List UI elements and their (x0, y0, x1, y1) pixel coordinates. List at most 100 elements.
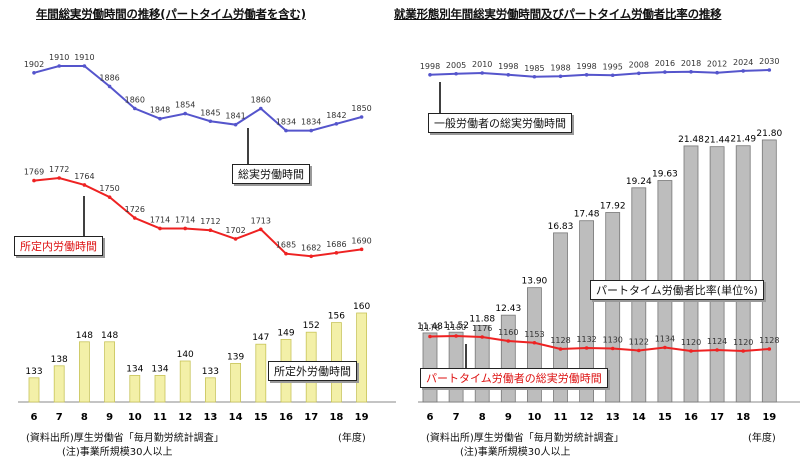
total-hours-point-label: 1902 (24, 60, 44, 69)
part-hours-point (637, 348, 641, 353)
part-ratio-bar-label: 13.90 (522, 277, 548, 287)
part-hours-point-label: 1160 (498, 328, 518, 337)
left-overtime-hours-callout: 所定外労働時間 (268, 361, 357, 381)
scheduled-hours-point (359, 247, 364, 252)
overtime-bar-label: 160 (353, 302, 370, 312)
left-x-tick-label: 8 (81, 412, 88, 423)
total-hours-point (183, 111, 187, 116)
total-hours-point-label: 1848 (150, 106, 170, 115)
total-hours-point-label: 1886 (99, 73, 119, 82)
right-x-tick-label: 12 (580, 412, 594, 423)
total-hours-point-label: 1842 (326, 111, 346, 120)
left-chart-title: 年間総実労働時間の推移(パートタイム労働者を含む) (36, 7, 306, 21)
general-hours-point-label: 2005 (446, 61, 466, 70)
part-hours-point-label: 1128 (550, 336, 570, 345)
general-hours-point (767, 68, 772, 72)
scheduled-hours-point (158, 226, 162, 231)
overtime-bar (104, 341, 115, 403)
right-x-tick-label: 9 (505, 412, 512, 423)
general-hours-line (429, 69, 770, 78)
scheduled-hours-point (259, 227, 263, 232)
general-hours-point-label: 1985 (524, 64, 544, 73)
right-source-line1: (資料出所)厚生労働省「毎月勤労統計調査」 (426, 433, 624, 444)
part-hours-point-label: 1132 (576, 335, 596, 344)
part-ratio-bar-label: 11.52 (443, 321, 469, 331)
scheduled-hours-point (57, 176, 61, 180)
general-hours-point (663, 70, 667, 74)
part-ratio-bar-label: 11.88 (469, 314, 495, 324)
left-x-tick-label: 11 (153, 412, 167, 423)
right-x-tick-label: 18 (736, 412, 750, 423)
general-hours-point (637, 71, 641, 76)
general-hours-point-label: 2024 (733, 58, 753, 67)
general-hours-point-label: 1988 (550, 63, 570, 72)
total-hours-point (158, 116, 162, 121)
general-hours-point (558, 74, 563, 79)
part-ratio-bar-label: 21.49 (730, 135, 756, 145)
overtime-bar-label: 133 (25, 367, 42, 377)
left-x-tick-label: 9 (106, 412, 113, 423)
part-hours-point (715, 348, 719, 352)
scheduled-hours-point-label: 1769 (24, 168, 44, 177)
total-hours-point (334, 122, 339, 126)
general-hours-point-label: 2018 (681, 59, 701, 68)
overtime-bar-label: 138 (51, 355, 68, 365)
part-hours-point (663, 345, 667, 350)
left-scheduled-hours-callout: 所定内労働時間 (14, 236, 103, 256)
scheduled-hours-point (284, 251, 288, 256)
left-x-tick-label: 17 (304, 412, 318, 423)
scheduled-hours-point-label: 1690 (351, 236, 371, 245)
scheduled-hours-point-label: 1750 (99, 184, 119, 193)
part-hours-point (584, 346, 589, 350)
scheduled-hours-point (133, 216, 137, 220)
part-ratio-bar (735, 145, 751, 403)
overtime-bar-label: 152 (303, 321, 320, 331)
right-x-tick-label: 15 (658, 412, 672, 423)
scheduled-hours-point (334, 251, 339, 255)
scheduled-hours-point (233, 237, 238, 241)
overtime-bar (179, 360, 191, 403)
part-hours-point (741, 349, 745, 353)
scheduled-hours-point-label: 1714 (150, 215, 170, 224)
overtime-bar (79, 341, 90, 403)
part-hours-point (428, 334, 432, 339)
overtime-bar (204, 377, 216, 403)
left-x-tick-label: 12 (178, 412, 192, 423)
part-ratio-bar (683, 145, 699, 403)
total-hours-point (233, 122, 238, 127)
overtime-bar (154, 374, 166, 403)
general-hours-point-label: 1998 (576, 62, 596, 71)
total-hours-point (259, 106, 263, 111)
part-ratio-bar-label: 21.48 (678, 135, 704, 145)
left-x-tick-label: 6 (31, 412, 38, 423)
part-hours-point (610, 346, 615, 351)
right-part-ratio-callout: パートタイム労働者比率(単位%) (590, 280, 764, 300)
part-hours-point-label: 1120 (733, 338, 753, 347)
total-hours-point-label: 1910 (49, 53, 69, 62)
total-hours-point-label: 1910 (74, 53, 94, 62)
part-ratio-bar-label: 11.48 (417, 322, 443, 332)
total-hours-point-label: 1854 (175, 101, 195, 110)
part-ratio-bar-label: 21.44 (704, 136, 730, 146)
scheduled-hours-point (107, 195, 112, 199)
part-ratio-bar-label: 17.92 (600, 201, 626, 211)
part-ratio-bar (709, 146, 725, 403)
general-hours-point-label: 2012 (707, 60, 727, 69)
total-hours-point (309, 128, 314, 133)
part-hours-point-label: 1153 (524, 330, 544, 339)
part-hours-point (558, 347, 563, 351)
scheduled-hours-point-label: 1702 (225, 226, 245, 235)
total-hours-point-label: 1860 (251, 96, 271, 105)
total-hours-point (133, 106, 137, 111)
part-ratio-bar-label: 19.63 (652, 170, 678, 180)
part-ratio-bar (761, 139, 777, 403)
right-year-unit: (年度) (748, 433, 776, 444)
part-hours-point-label: 1176 (472, 324, 492, 333)
left-x-tick-label: 14 (229, 412, 243, 423)
overtime-bar (28, 377, 40, 403)
part-hours-point (767, 347, 772, 351)
scheduled-hours-point-label: 1682 (301, 243, 321, 252)
scheduled-hours-point-label: 1726 (125, 205, 145, 214)
general-hours-point-label: 2030 (759, 57, 779, 66)
right-x-tick-label: 17 (710, 412, 724, 423)
